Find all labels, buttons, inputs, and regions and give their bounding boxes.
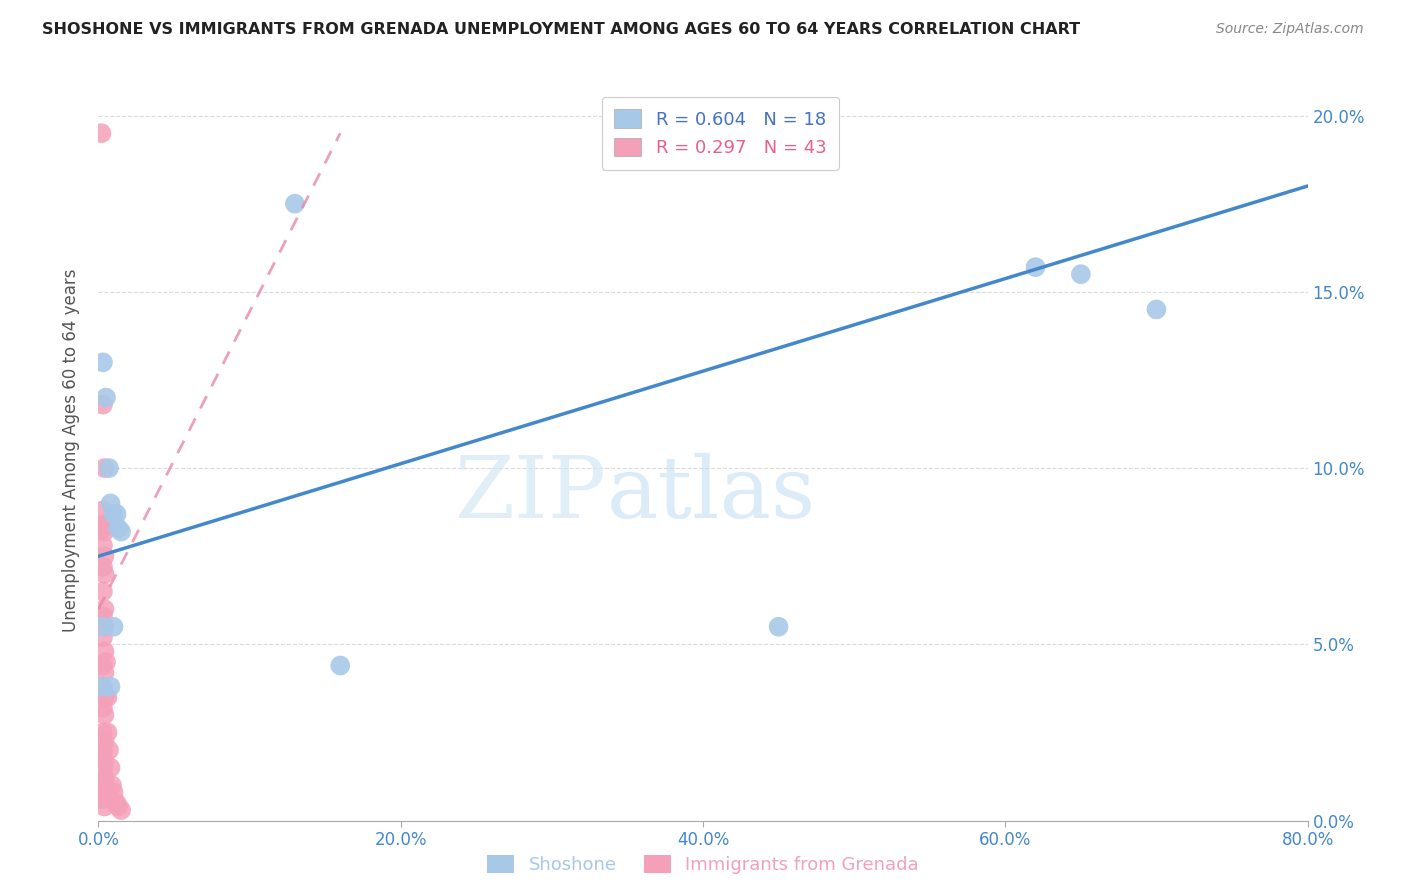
Point bbox=[96, 690, 118, 705]
Point bbox=[91, 658, 114, 673]
Point bbox=[93, 524, 115, 539]
Point bbox=[94, 655, 117, 669]
Point bbox=[91, 609, 114, 624]
Point bbox=[94, 391, 117, 405]
Point bbox=[100, 496, 122, 510]
Point bbox=[107, 799, 129, 814]
Text: atlas: atlas bbox=[606, 453, 815, 536]
Point bbox=[93, 517, 115, 532]
Legend: Shoshone, Immigrants from Grenada: Shoshone, Immigrants from Grenada bbox=[478, 846, 928, 883]
Point bbox=[91, 778, 114, 792]
Point bbox=[96, 725, 118, 739]
Point bbox=[105, 796, 128, 810]
Point bbox=[93, 549, 115, 564]
Point bbox=[768, 620, 790, 634]
Point bbox=[98, 461, 121, 475]
Text: ZIP: ZIP bbox=[454, 453, 606, 536]
Point bbox=[110, 803, 132, 817]
Point bbox=[103, 785, 125, 799]
Point bbox=[93, 566, 115, 581]
Point bbox=[91, 584, 114, 599]
Point bbox=[91, 398, 114, 412]
Point bbox=[93, 690, 115, 705]
Point bbox=[284, 196, 307, 211]
Point bbox=[107, 521, 129, 535]
Point bbox=[91, 792, 114, 806]
Point bbox=[1024, 260, 1046, 274]
Point bbox=[93, 772, 115, 786]
Point bbox=[91, 355, 114, 369]
Point bbox=[329, 658, 352, 673]
Point bbox=[93, 665, 115, 680]
Point bbox=[93, 461, 115, 475]
Point bbox=[98, 743, 121, 757]
Point bbox=[91, 680, 114, 694]
Point bbox=[101, 778, 124, 792]
Point bbox=[93, 754, 115, 768]
Point bbox=[91, 761, 114, 775]
Point bbox=[103, 507, 125, 521]
Point bbox=[91, 701, 114, 715]
Point bbox=[91, 620, 114, 634]
Point bbox=[105, 507, 128, 521]
Point bbox=[93, 799, 115, 814]
Point bbox=[91, 521, 114, 535]
Legend: R = 0.604   N = 18, R = 0.297   N = 43: R = 0.604 N = 18, R = 0.297 N = 43 bbox=[602, 96, 839, 169]
Point bbox=[93, 785, 115, 799]
Point bbox=[93, 620, 115, 634]
Point bbox=[93, 644, 115, 658]
Text: SHOSHONE VS IMMIGRANTS FROM GRENADA UNEMPLOYMENT AMONG AGES 60 TO 64 YEARS CORRE: SHOSHONE VS IMMIGRANTS FROM GRENADA UNEM… bbox=[42, 22, 1080, 37]
Point bbox=[91, 559, 114, 574]
Point bbox=[91, 539, 114, 553]
Point bbox=[93, 707, 115, 722]
Point bbox=[91, 503, 114, 517]
Y-axis label: Unemployment Among Ages 60 to 64 years: Unemployment Among Ages 60 to 64 years bbox=[62, 268, 80, 632]
Point bbox=[1144, 302, 1167, 317]
Point bbox=[93, 736, 115, 750]
Point bbox=[91, 725, 114, 739]
Point bbox=[91, 743, 114, 757]
Point bbox=[110, 524, 132, 539]
Point bbox=[91, 630, 114, 644]
Point bbox=[93, 602, 115, 616]
Text: Source: ZipAtlas.com: Source: ZipAtlas.com bbox=[1216, 22, 1364, 37]
Point bbox=[91, 680, 114, 694]
Point bbox=[90, 126, 112, 140]
Point bbox=[1070, 267, 1092, 281]
Point bbox=[100, 761, 122, 775]
Point bbox=[103, 620, 125, 634]
Point bbox=[100, 680, 122, 694]
